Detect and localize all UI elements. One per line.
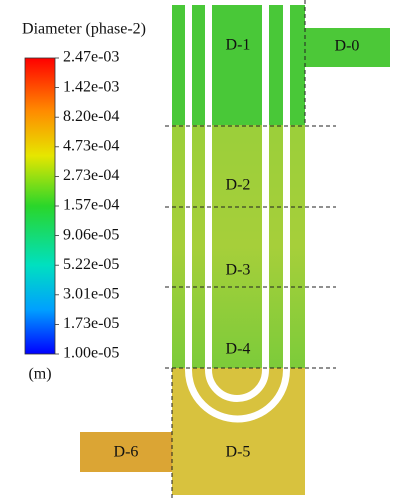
region-d0: [305, 28, 390, 67]
region-label: D-1: [226, 37, 251, 54]
colorbar-tick-label: 1.57e-04: [63, 197, 119, 214]
legend-unit: (m): [28, 366, 51, 383]
colorbar-tick-label: 1.73e-05: [63, 315, 119, 332]
inner-channel: [205, 5, 269, 402]
colorbar-tick-label: 9.06e-05: [63, 226, 119, 243]
region-label: D-5: [226, 444, 251, 461]
colorbar-tick-label: 2.47e-03: [63, 49, 119, 66]
region-label: D-2: [226, 177, 251, 194]
colorbar-tick-label: 1.00e-05: [63, 345, 119, 362]
colorbar-tick-label: 1.42e-03: [63, 78, 119, 95]
colorbar-tick-label: 3.01e-05: [63, 285, 119, 302]
region-label: D-6: [114, 444, 139, 461]
region-middle: [172, 125, 305, 369]
legend-title: Diameter (phase-2): [22, 21, 146, 38]
region-label: D-4: [226, 341, 251, 358]
region-label: D-3: [226, 262, 251, 279]
region-label: D-0: [335, 38, 360, 55]
colorbar: [24, 57, 56, 355]
colorbar-tick-label: 2.73e-04: [63, 167, 119, 184]
colorbar-tick-label: 5.22e-05: [63, 256, 119, 273]
region-d6: [80, 432, 172, 472]
outer-channel: [185, 5, 290, 423]
colorbar-tick-label: 4.73e-04: [63, 137, 119, 154]
colorbar-tick-label: 8.20e-04: [63, 108, 119, 125]
geometry: [80, 0, 390, 500]
colorbar-ticks: 2.47e-03 1.42e-03 8.20e-04 4.73e-04 2.73e-04…: [55, 49, 119, 362]
region-top: [172, 5, 305, 126]
